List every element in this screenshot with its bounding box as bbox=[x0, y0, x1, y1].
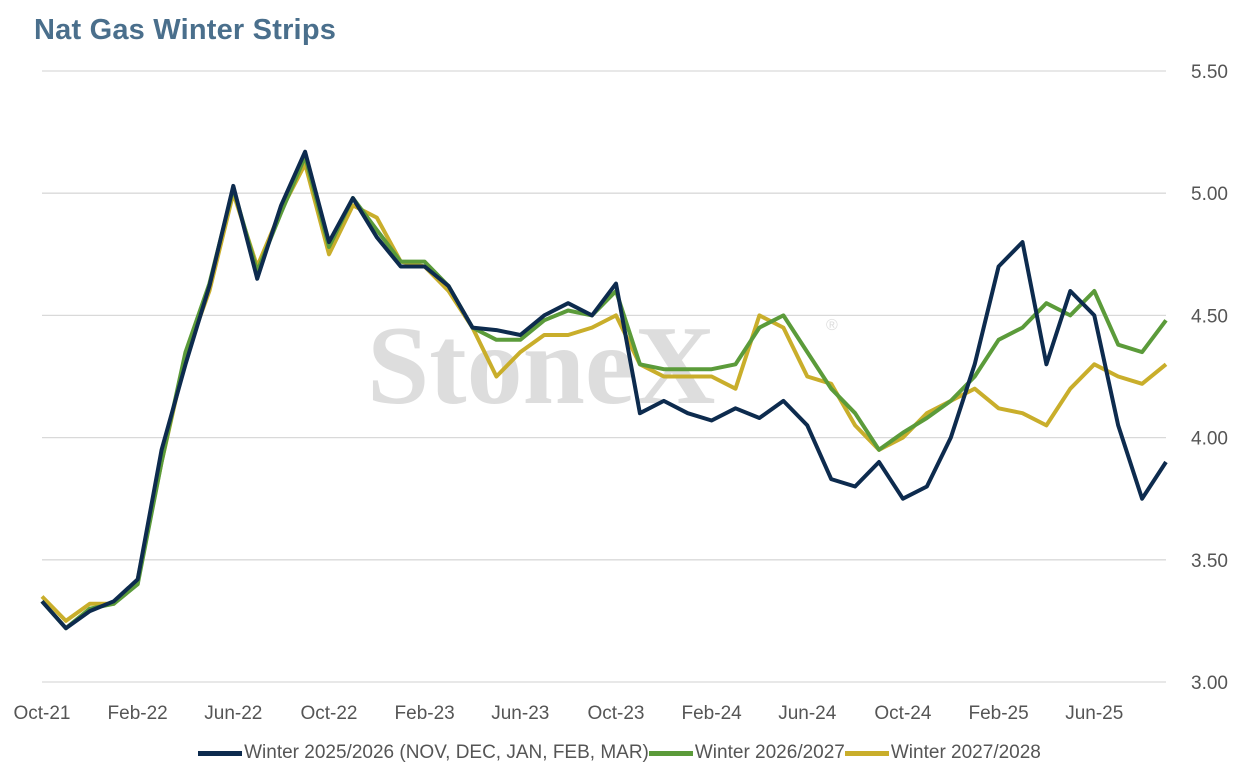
x-tick-label: Feb-23 bbox=[395, 703, 455, 724]
y-tick-label: 3.50 bbox=[1191, 551, 1228, 572]
legend-label: Winter 2025/2026 (NOV, DEC, JAN, FEB, MA… bbox=[244, 742, 649, 763]
legend-swatch bbox=[648, 750, 693, 756]
x-tick-label: Jun-25 bbox=[1065, 703, 1123, 724]
x-tick-label: Jun-23 bbox=[491, 703, 549, 724]
x-tick-label: Jun-24 bbox=[778, 703, 837, 724]
legend-item: Winter 2027/2028 bbox=[844, 742, 1041, 764]
chart-title: Nat Gas Winter Strips bbox=[34, 14, 337, 46]
x-tick-label: Feb-25 bbox=[968, 703, 1028, 724]
chart-plot: StoneX ® 3.003.504.004.505.005.50 Oct-21… bbox=[13, 62, 1228, 724]
x-tick-label: Jun-22 bbox=[204, 703, 262, 724]
x-tick-label: Oct-21 bbox=[13, 703, 70, 724]
registered-mark: ® bbox=[826, 317, 838, 334]
x-axis-ticks: Oct-21 Feb-22 Jun-22 Oct-22 Feb-23 Jun-23 Oct-… bbox=[13, 703, 1123, 724]
y-tick-label: 5.50 bbox=[1191, 62, 1228, 83]
y-axis-ticks: 3.00 3.50 4.00 4.50 5.00 5.50 bbox=[1191, 62, 1228, 694]
legend: Winter 2025/2026 (NOV, DEC, JAN, FEB, MA… bbox=[0, 742, 1239, 764]
y-tick-label: 5.00 bbox=[1191, 184, 1228, 205]
y-tick-label: 3.00 bbox=[1191, 673, 1228, 694]
x-tick-label: Feb-22 bbox=[108, 703, 168, 724]
legend-label: Winter 2026/2027 bbox=[694, 742, 845, 763]
x-tick-label: Feb-24 bbox=[682, 703, 743, 724]
y-tick-label: 4.00 bbox=[1191, 429, 1228, 450]
legend-item: Winter 2025/2026 (NOV, DEC, JAN, FEB, MA… bbox=[198, 742, 649, 764]
gridlines bbox=[42, 70, 1166, 683]
series-line-1 bbox=[40, 149, 1168, 631]
x-tick-label: Oct-24 bbox=[874, 703, 931, 724]
legend-label: Winter 2027/2028 bbox=[890, 742, 1041, 763]
x-tick-label: Oct-23 bbox=[587, 703, 644, 724]
y-tick-label: 4.50 bbox=[1191, 306, 1228, 327]
legend-item: Winter 2026/2027 bbox=[648, 742, 845, 764]
legend-swatch bbox=[198, 750, 243, 756]
series-lines bbox=[40, 149, 1168, 631]
x-tick-label: Oct-22 bbox=[300, 703, 357, 724]
legend-swatch bbox=[844, 750, 889, 756]
